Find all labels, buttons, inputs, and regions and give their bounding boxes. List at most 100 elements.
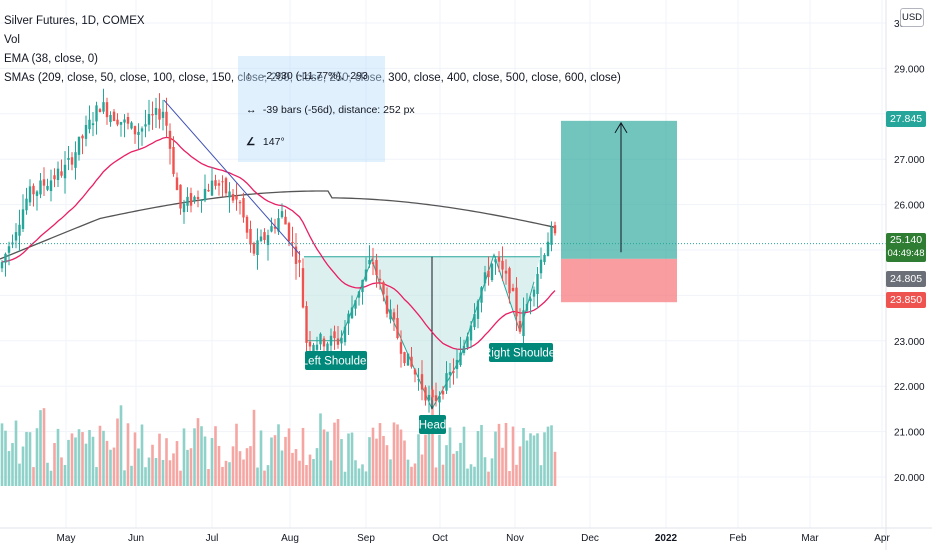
x-tick-label: Apr bbox=[874, 533, 890, 544]
volume-bar bbox=[214, 426, 217, 486]
volume-bar bbox=[368, 437, 371, 486]
candle-body bbox=[466, 336, 469, 348]
candle-body bbox=[161, 111, 165, 118]
volume-bar bbox=[77, 429, 81, 486]
sma-legend[interactable]: SMAs (209, close, 50, close, 100, close,… bbox=[4, 72, 621, 84]
volume-bar bbox=[18, 463, 21, 486]
volume-bar bbox=[32, 467, 35, 486]
candle-body bbox=[259, 236, 263, 241]
volume-bar bbox=[123, 470, 126, 486]
volume-bar bbox=[448, 427, 452, 486]
candle-body bbox=[522, 310, 525, 337]
volume-bar bbox=[56, 428, 60, 486]
volume-bar bbox=[172, 453, 175, 486]
volume-bar bbox=[259, 430, 263, 486]
candle-body bbox=[119, 121, 123, 125]
symbol-title[interactable]: Silver Futures, 1D, COMEX bbox=[4, 15, 145, 27]
volume-bar bbox=[462, 426, 466, 486]
candle-body bbox=[511, 287, 515, 291]
volume-bar bbox=[207, 469, 210, 486]
candle-body bbox=[88, 119, 91, 130]
volume-bar bbox=[336, 419, 340, 486]
volume-bar bbox=[70, 433, 74, 486]
candle-body bbox=[483, 272, 487, 284]
candle-body bbox=[14, 232, 18, 241]
candle-body bbox=[476, 300, 480, 319]
head-label: Head bbox=[419, 415, 446, 434]
volume-bar bbox=[39, 410, 42, 486]
volume-bar bbox=[144, 467, 147, 486]
volume-bar bbox=[28, 432, 32, 486]
candle-body bbox=[494, 259, 497, 263]
candle-body bbox=[126, 117, 130, 124]
volume-bar bbox=[81, 432, 84, 486]
y-tick-label: 22.000 bbox=[894, 382, 925, 393]
candle-body bbox=[529, 298, 532, 302]
volume-bar bbox=[543, 432, 546, 486]
candle-body bbox=[186, 196, 189, 206]
candle-body bbox=[333, 331, 336, 339]
candle-body bbox=[39, 180, 42, 195]
long-position-zones[interactable] bbox=[561, 120, 677, 303]
volume-bar bbox=[91, 436, 95, 486]
x-tick-label: Aug bbox=[281, 533, 299, 544]
candle-body bbox=[291, 241, 294, 243]
volume-bar bbox=[459, 442, 462, 486]
volume-legend[interactable]: Vol bbox=[4, 34, 20, 46]
candle-body bbox=[175, 177, 179, 190]
candle-body bbox=[112, 111, 116, 122]
volume-bar bbox=[389, 459, 392, 486]
candle-body bbox=[207, 189, 210, 192]
ema-legend[interactable]: EMA (38, close, 0) bbox=[4, 53, 98, 65]
profit-zone bbox=[561, 120, 677, 259]
volume-bar bbox=[525, 440, 529, 486]
volume-bar bbox=[4, 430, 7, 486]
candle-body bbox=[371, 262, 375, 265]
volume-bar bbox=[476, 430, 480, 486]
volume-bar bbox=[221, 466, 224, 486]
volume-bar bbox=[410, 466, 413, 486]
candle-body bbox=[312, 344, 315, 352]
volume-bar bbox=[0, 423, 4, 486]
candle-body bbox=[200, 199, 203, 202]
candle-body bbox=[165, 111, 168, 126]
entry-price-label: 24.805 bbox=[886, 271, 926, 287]
volume-bar bbox=[179, 470, 182, 486]
volume-bar bbox=[137, 448, 140, 486]
volume-bar bbox=[434, 467, 438, 486]
target-price-label: 27.845 bbox=[886, 111, 926, 127]
candlesticks bbox=[0, 88, 557, 418]
volume-bar bbox=[186, 449, 189, 486]
x-tick-label: 2022 bbox=[655, 533, 678, 544]
volume-bar bbox=[193, 428, 196, 486]
measure-info-box: ↕ -2.930 (-11.77%), -293 ↔ -39 bars (-56… bbox=[238, 56, 415, 162]
volume-bar bbox=[350, 432, 354, 486]
volume-bar bbox=[242, 459, 245, 486]
candle-body bbox=[130, 122, 133, 129]
volume-bar bbox=[270, 437, 273, 486]
candle-body bbox=[154, 107, 158, 115]
candle-body bbox=[182, 203, 186, 213]
volume-bar bbox=[333, 422, 336, 486]
x-tick-label: Oct bbox=[432, 533, 448, 544]
volume-bar bbox=[126, 423, 130, 486]
candle-body bbox=[410, 356, 413, 367]
volume-bar bbox=[427, 431, 431, 486]
candle-body bbox=[420, 374, 424, 390]
candle-body bbox=[287, 223, 291, 242]
candle-body bbox=[378, 278, 382, 281]
candle-body bbox=[532, 289, 536, 297]
candle-body bbox=[497, 256, 501, 262]
volume-bar bbox=[480, 424, 483, 486]
volume-bar bbox=[396, 424, 399, 486]
candle-body bbox=[60, 171, 63, 176]
volume-bar bbox=[445, 445, 448, 486]
candle-body bbox=[242, 198, 245, 218]
drawings[interactable] bbox=[0, 99, 886, 255]
currency-button[interactable]: USD bbox=[900, 8, 924, 27]
volume-bar bbox=[497, 423, 501, 486]
candle-body bbox=[133, 126, 137, 135]
volume-bar bbox=[301, 427, 305, 486]
volume-bar bbox=[473, 466, 476, 486]
